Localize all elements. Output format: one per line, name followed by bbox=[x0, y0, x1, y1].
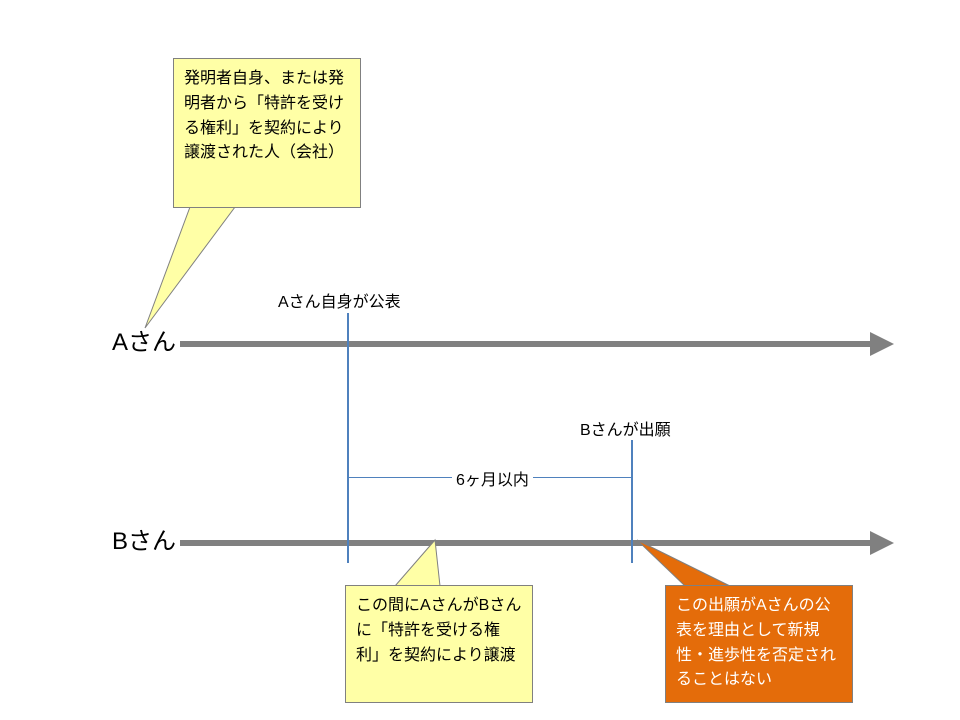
callout-result: この出願がAさんの公表を理由として新規性・進歩性を否定されることはない bbox=[665, 585, 853, 703]
callout-result-text: この出願がAさんの公表を理由として新規性・進歩性を否定されることはない bbox=[676, 597, 836, 688]
